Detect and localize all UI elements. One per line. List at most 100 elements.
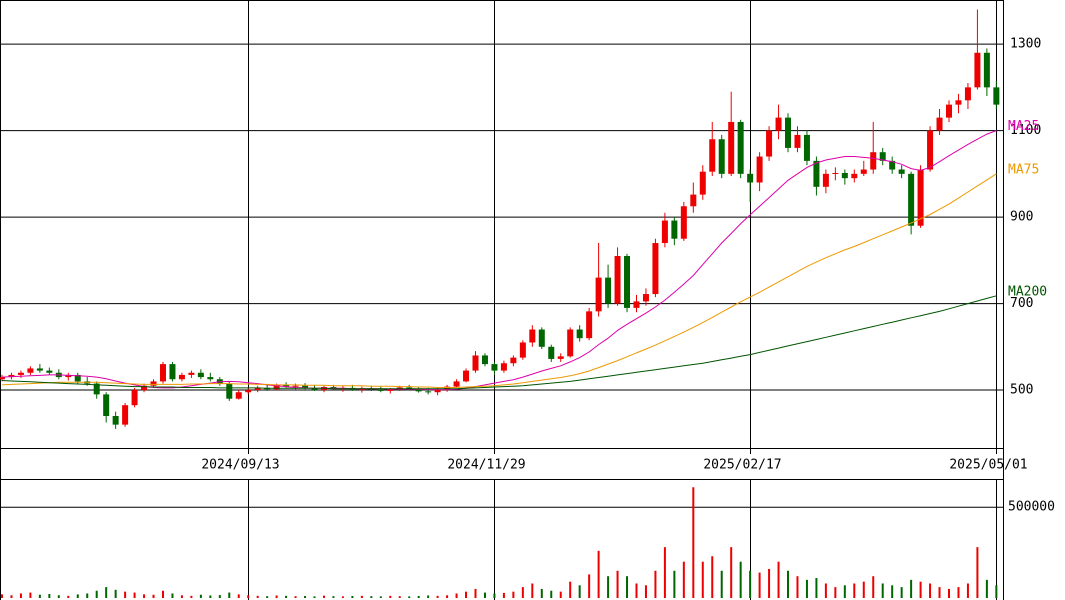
candle-body <box>576 329 583 339</box>
series-label: MA75 <box>1008 162 1039 177</box>
volume-bar <box>862 581 865 598</box>
candle-body <box>946 104 952 118</box>
candle-body <box>737 121 744 174</box>
volume-bar <box>995 585 998 598</box>
series-label: MA200 <box>1008 284 1047 299</box>
volume-bar <box>919 581 922 598</box>
volume-bar <box>588 574 591 598</box>
volume-bar <box>19 593 22 598</box>
candle-body <box>273 384 280 390</box>
candle-body <box>832 172 839 174</box>
candle-body <box>302 385 309 388</box>
x-tick-label: 2025/05/01 <box>949 458 1027 473</box>
volume-bar <box>332 596 335 598</box>
volume-bar <box>455 593 458 598</box>
volume-bar <box>95 590 98 598</box>
candle-body <box>254 387 261 391</box>
volume-bar <box>294 596 297 598</box>
candle-body <box>756 156 763 183</box>
volume-bar <box>815 578 818 598</box>
candle-body <box>17 372 24 375</box>
candle-body <box>803 134 810 161</box>
volume-bar <box>341 596 344 598</box>
volume-bar <box>398 596 401 598</box>
volume-bar <box>966 583 969 598</box>
volume-bar <box>493 593 496 598</box>
y-tick-label: 700 <box>1010 296 1033 311</box>
candle-body <box>65 374 72 378</box>
volume-bar <box>38 594 41 598</box>
volume-bar <box>910 579 913 598</box>
candle-body <box>595 277 602 312</box>
volume-bar <box>559 591 562 598</box>
candle-body <box>169 364 176 380</box>
volume-bar <box>654 570 657 598</box>
volume-bar <box>853 583 856 598</box>
candle-body <box>964 87 971 101</box>
candle-body <box>453 381 460 387</box>
candle-body <box>529 329 536 343</box>
volume-bar <box>673 570 676 598</box>
volume-bar <box>881 583 884 598</box>
volume-bar <box>929 583 932 598</box>
volume-bar <box>938 587 941 598</box>
volume-bar <box>616 570 619 598</box>
candle-body <box>766 130 773 157</box>
candle-body <box>27 368 34 373</box>
candle-body <box>879 152 886 161</box>
volume-bar <box>48 594 51 598</box>
volume-bar <box>635 583 638 598</box>
candle-body <box>642 294 649 302</box>
volume-bar <box>597 550 600 598</box>
volume-bar <box>976 547 979 598</box>
volume-bar <box>86 593 89 598</box>
volume-frame <box>0 479 1004 600</box>
candle-body <box>898 169 905 174</box>
candle-body <box>586 311 593 339</box>
volume-bar <box>209 595 212 598</box>
candle-body <box>415 389 422 392</box>
volume-bar <box>275 595 278 598</box>
volume-bar <box>228 592 231 598</box>
candle-body <box>122 405 129 425</box>
volume-bar <box>957 587 960 598</box>
candle-body <box>813 160 820 187</box>
candle-body <box>718 139 725 174</box>
candle-body <box>709 139 716 172</box>
volume-bar <box>360 595 363 598</box>
volume-bar <box>474 588 477 598</box>
candle-body <box>425 391 432 393</box>
volume-bar <box>824 583 827 598</box>
volume-bar <box>313 596 316 598</box>
y-tick-label: 1300 <box>1010 37 1041 52</box>
candle-body <box>614 256 621 304</box>
candle-body <box>188 372 195 375</box>
volume-bar <box>218 595 221 598</box>
candle-body <box>377 389 384 391</box>
candle-body <box>785 117 792 148</box>
volume-bar <box>114 589 117 598</box>
x-tick-label: 2025/02/17 <box>703 458 781 473</box>
volume-bar <box>531 583 534 598</box>
candle-body <box>974 52 981 88</box>
volume-bar <box>199 594 202 598</box>
volume-bar <box>644 585 647 598</box>
volume-tick-label: 500000 <box>1008 500 1055 515</box>
candle-body <box>150 381 157 386</box>
volume-bar <box>787 570 790 598</box>
candle-body <box>46 370 53 373</box>
volume-bar <box>777 561 780 598</box>
volume-bar <box>370 596 373 598</box>
volume-bar <box>417 596 420 598</box>
candle-body <box>226 383 233 399</box>
candle-body <box>652 243 659 295</box>
candle-body <box>472 355 479 371</box>
candle-body <box>633 301 640 308</box>
candle-body <box>207 377 214 380</box>
candle-body <box>434 390 441 393</box>
candle-body <box>74 374 81 382</box>
series-label: MA25 <box>1008 119 1039 134</box>
volume-bar <box>161 590 164 598</box>
